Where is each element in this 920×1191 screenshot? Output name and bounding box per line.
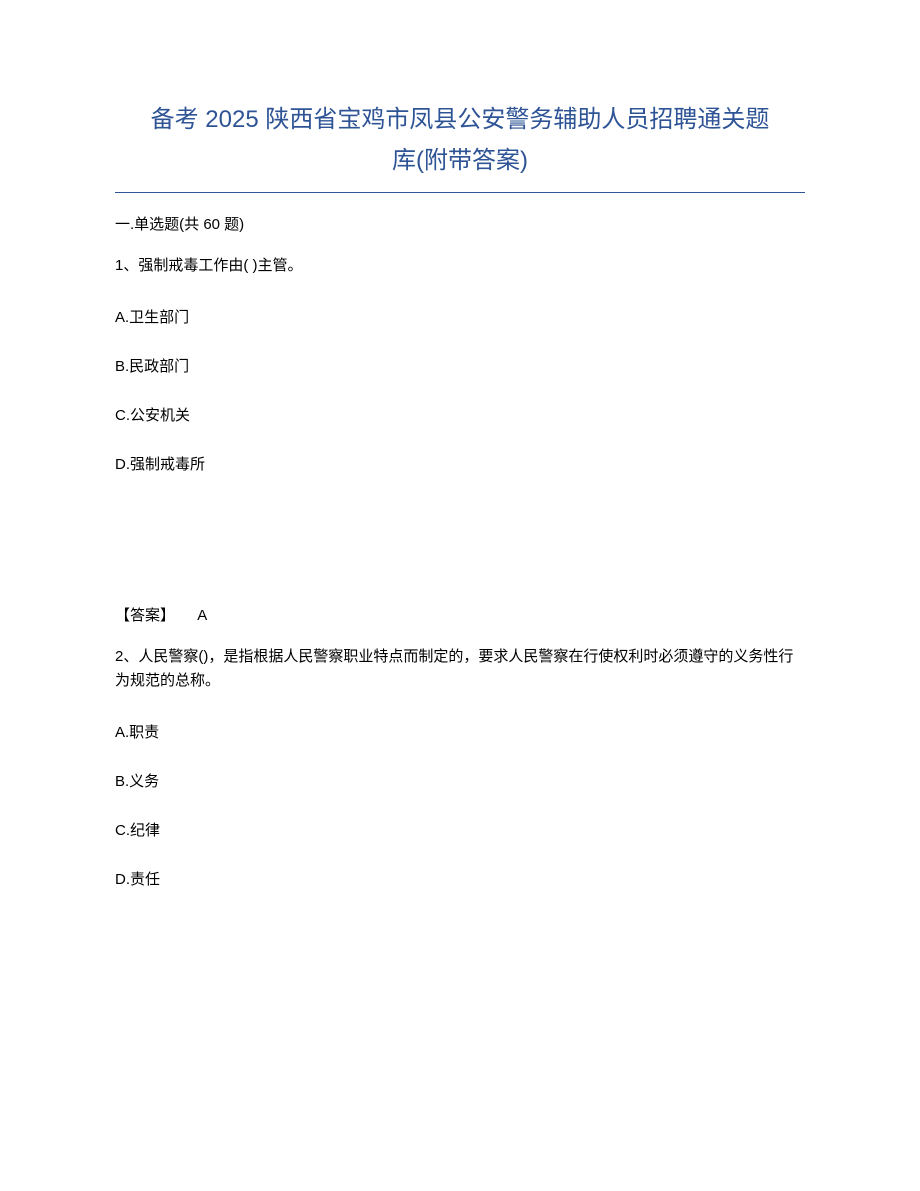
question-2-stem: 2、人民警察()，是指根据人民警察职业特点而制定的，要求人民警察在行使权利时必须… (115, 645, 805, 693)
title-line-2: 库(附带答案) (115, 141, 805, 182)
title-line-1: 备考 2025 陕西省宝鸡市凤县公安警务辅助人员招聘通关题 (115, 100, 805, 141)
section-header: 一.单选题(共 60 题) (115, 213, 805, 234)
question-1-option-d: D.强制戒毒所 (115, 453, 805, 474)
answer-label: 【答案】 (115, 607, 175, 624)
question-1-option-c: C.公安机关 (115, 404, 805, 425)
document-title: 备考 2025 陕西省宝鸡市凤县公安警务辅助人员招聘通关题 库(附带答案) (115, 100, 805, 192)
title-underline (115, 192, 805, 193)
question-1-stem: 1、强制戒毒工作由( )主管。 (115, 254, 805, 278)
question-2-option-d: D.责任 (115, 868, 805, 889)
question-2-option-a: A.职责 (115, 721, 805, 742)
question-1-option-b: B.民政部门 (115, 355, 805, 376)
answer-value: A (197, 607, 207, 624)
question-1-answer: 【答案】 A (115, 604, 805, 625)
question-2-option-b: B.义务 (115, 770, 805, 791)
question-2-option-c: C.纪律 (115, 819, 805, 840)
question-1-option-a: A.卫生部门 (115, 306, 805, 327)
